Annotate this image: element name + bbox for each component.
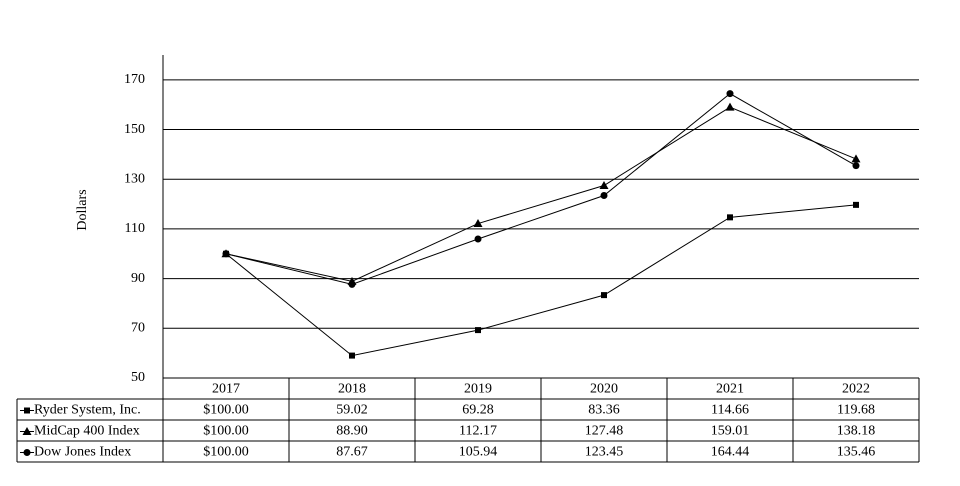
marker (851, 154, 861, 163)
x-tick-label: 2020 (590, 382, 618, 397)
legend-marker (22, 427, 32, 435)
marker (349, 352, 355, 359)
marker (726, 90, 734, 98)
data-label: 114.66 (711, 403, 749, 418)
data-label: 59.02 (336, 403, 368, 418)
legend-label: MidCap 400 Index (34, 424, 140, 439)
y-tick-label: 70 (131, 321, 145, 336)
x-tick-label: 2022 (842, 382, 870, 397)
data-label: $100.00 (203, 445, 249, 460)
marker (473, 219, 483, 228)
y-tick-label: 170 (124, 72, 145, 87)
marker (601, 292, 607, 299)
marker (725, 102, 735, 111)
y-tick-label: 50 (131, 370, 145, 385)
marker (852, 162, 860, 170)
data-label: 127.48 (585, 424, 624, 439)
data-label: 87.67 (336, 445, 368, 460)
marker (853, 201, 859, 208)
data-label: 69.28 (462, 403, 494, 418)
data-label: $100.00 (203, 403, 249, 418)
data-label: 88.90 (336, 424, 368, 439)
marker (475, 327, 481, 334)
y-axis-label: Dollars (75, 189, 90, 230)
data-label: 138.18 (837, 424, 876, 439)
series-line (225, 106, 857, 282)
y-tick-label: 150 (124, 122, 145, 137)
series-line (225, 93, 857, 285)
y-tick-label: 130 (124, 171, 145, 186)
marker (727, 214, 733, 221)
data-label: 105.94 (459, 445, 498, 460)
legend-marker (23, 449, 31, 456)
data-label: 164.44 (711, 445, 750, 460)
marker (474, 235, 482, 243)
marker (348, 280, 356, 288)
data-label: 135.46 (837, 445, 876, 460)
y-tick-label: 110 (125, 221, 145, 236)
series-line (225, 204, 857, 357)
data-label: 159.01 (711, 424, 750, 439)
data-label: 123.45 (585, 445, 624, 460)
marker (222, 250, 230, 258)
legend-marker (24, 407, 30, 414)
data-label: 119.68 (837, 403, 875, 418)
marker (599, 180, 609, 189)
y-tick-label: 90 (131, 271, 145, 286)
data-label: 112.17 (459, 424, 497, 439)
legend-label: Ryder System, Inc. (34, 403, 141, 418)
x-tick-label: 2017 (212, 382, 240, 397)
x-tick-label: 2021 (716, 382, 744, 397)
data-label: 83.36 (588, 403, 620, 418)
data-label: $100.00 (203, 424, 249, 439)
x-tick-label: 2018 (338, 382, 366, 397)
legend-label: Dow Jones Index (34, 445, 131, 460)
marker (600, 192, 608, 200)
x-tick-label: 2019 (464, 382, 492, 397)
